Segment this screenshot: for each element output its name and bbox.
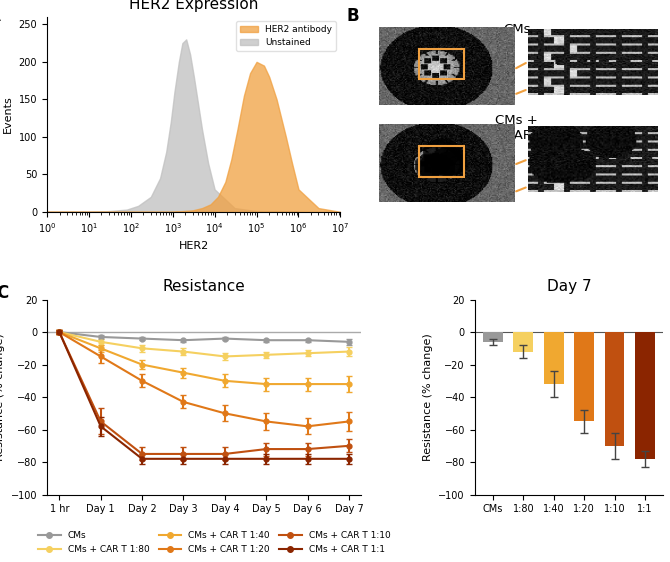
Bar <box>483 332 502 342</box>
Bar <box>513 332 533 352</box>
Title: Day 7: Day 7 <box>547 279 591 294</box>
Legend: HER2 antibody, Unstained: HER2 antibody, Unstained <box>237 21 336 51</box>
Text: B: B <box>346 7 359 25</box>
Y-axis label: Resistance (% change): Resistance (% change) <box>0 333 5 461</box>
Y-axis label: Events: Events <box>3 96 13 133</box>
Text: CMs: CMs <box>502 22 530 36</box>
Bar <box>635 332 655 459</box>
Text: CMs +
HER2-CAR T 1:1: CMs + HER2-CAR T 1:1 <box>464 114 570 142</box>
Bar <box>605 332 624 446</box>
Title: Resistance: Resistance <box>163 279 245 294</box>
Bar <box>544 332 563 384</box>
Text: A: A <box>0 7 1 25</box>
Title: HER2 Expression: HER2 Expression <box>129 0 259 12</box>
Legend: CMs, CMs + CAR T 1:80, CMs + CAR T 1:40, CMs + CAR T 1:20, CMs + CAR T 1:10, CMs: CMs, CMs + CAR T 1:80, CMs + CAR T 1:40,… <box>35 528 394 558</box>
Y-axis label: Resistance (% change): Resistance (% change) <box>423 333 433 461</box>
X-axis label: HER2: HER2 <box>178 241 209 251</box>
Bar <box>574 332 594 422</box>
Text: C: C <box>0 284 9 302</box>
